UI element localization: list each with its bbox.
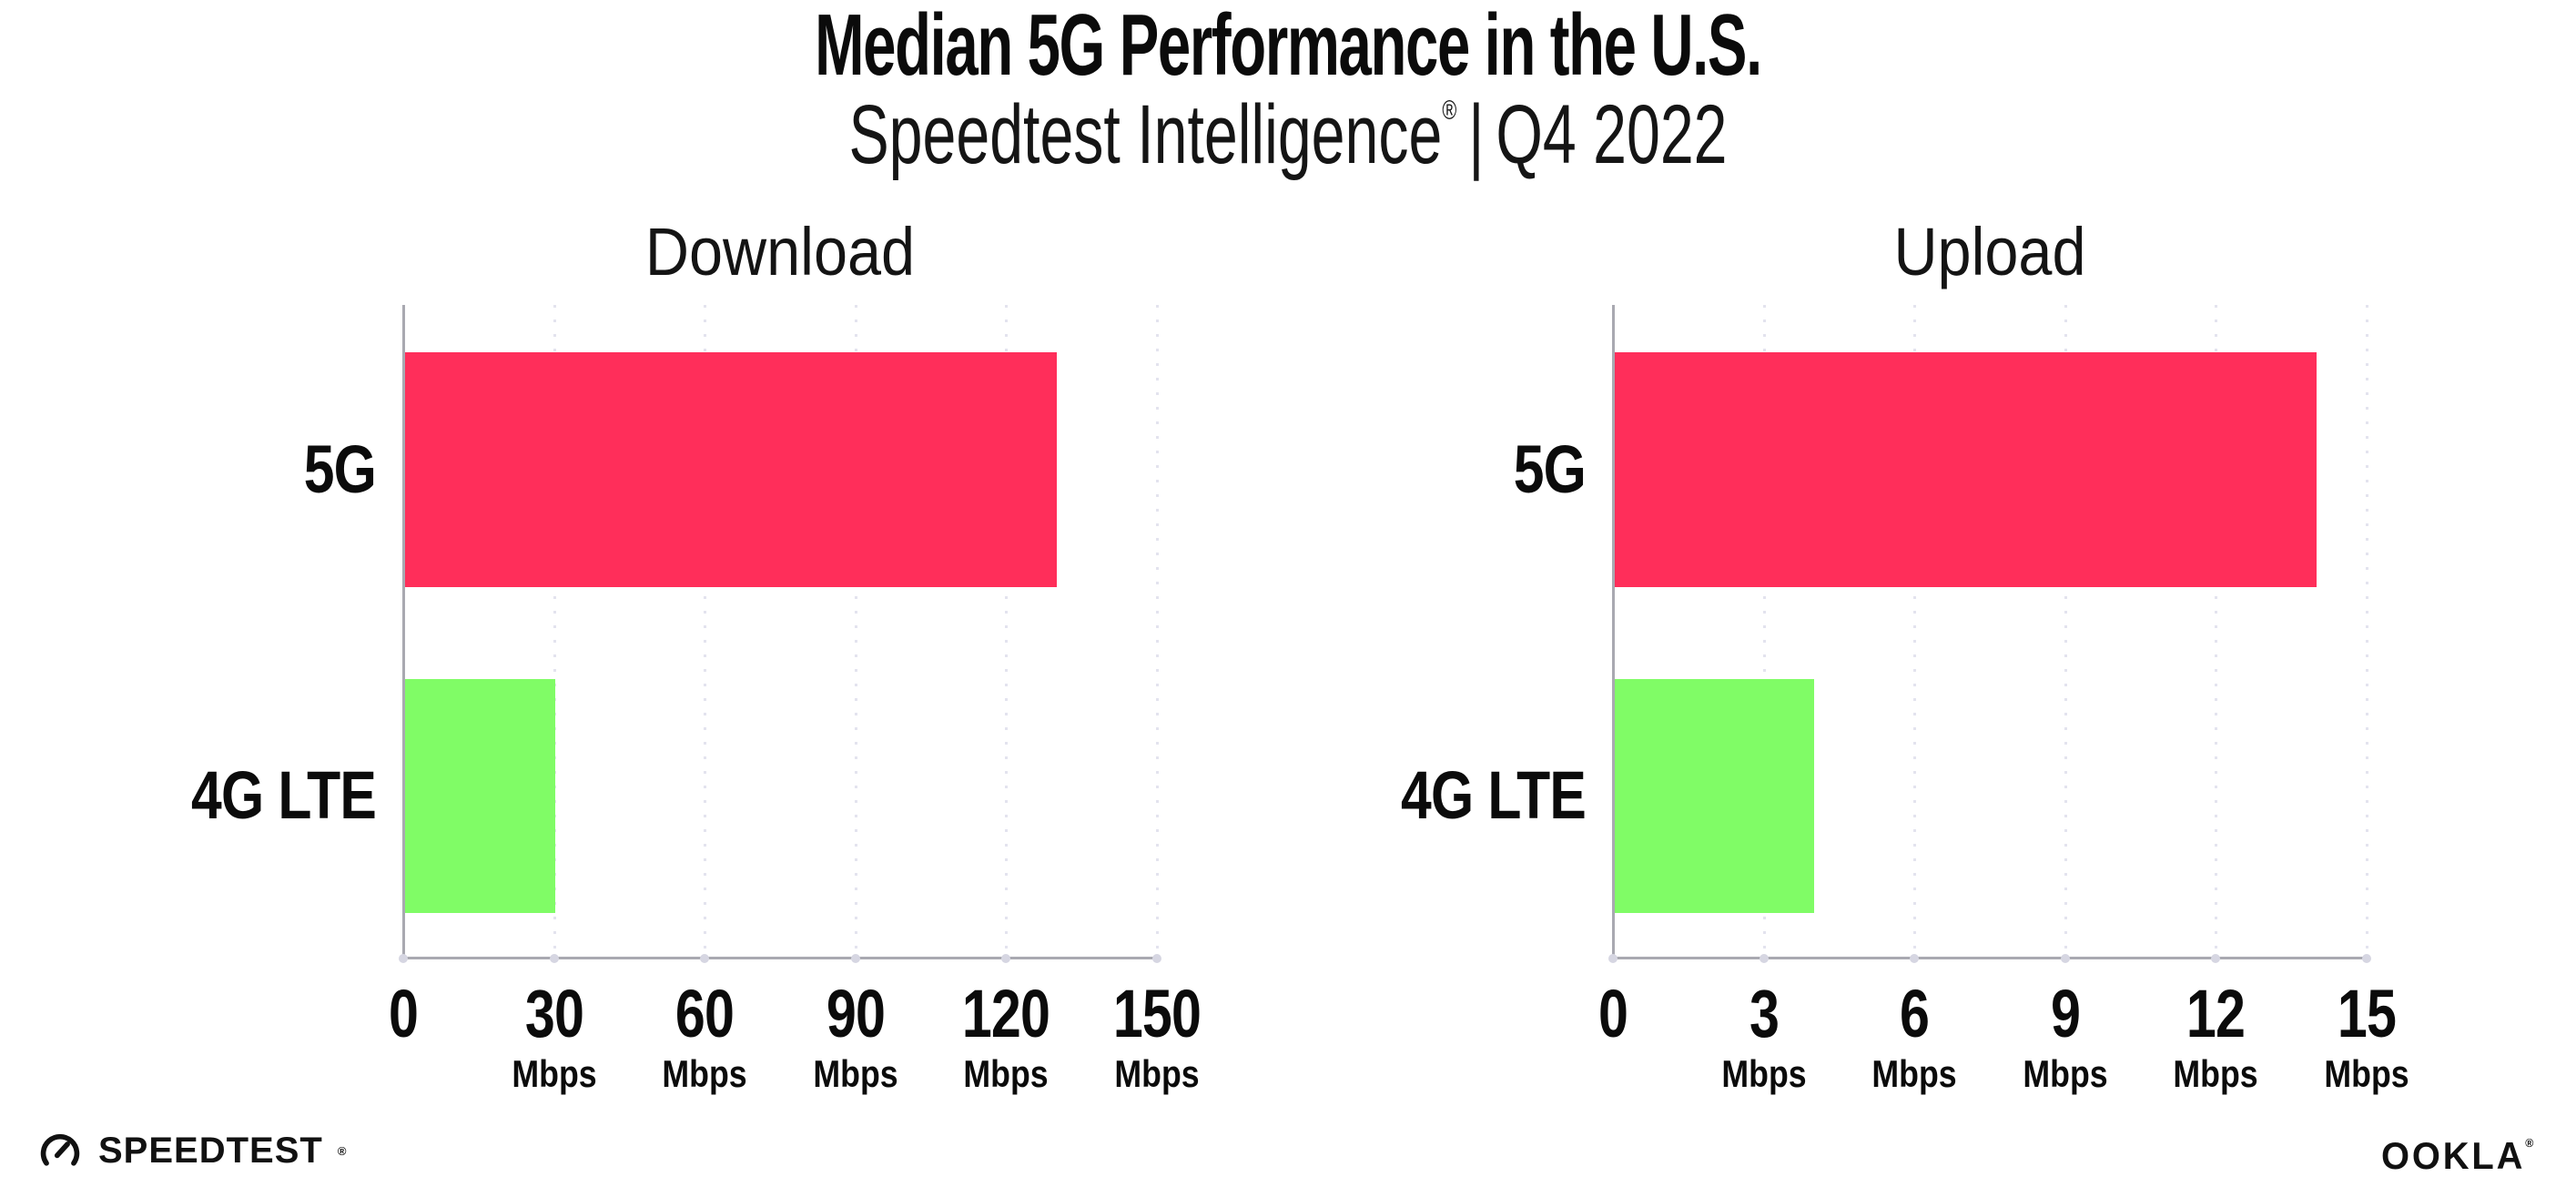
x-tick-unit: Mbps xyxy=(1114,1052,1200,1095)
registered-mark-icon: ® xyxy=(1442,96,1457,126)
registered-mark-icon: ® xyxy=(337,1143,347,1158)
y-axis xyxy=(402,305,405,959)
x-tick-value: 90 xyxy=(826,976,886,1051)
axis-tick-dot xyxy=(549,954,559,963)
axis-tick-dot xyxy=(1608,954,1618,963)
x-tick-value: 30 xyxy=(524,976,583,1051)
subtitle-period: Q4 2022 xyxy=(1496,88,1728,181)
gridline xyxy=(704,305,707,959)
axis-tick-dot xyxy=(1910,954,1920,963)
x-tick-unit: Mbps xyxy=(1720,1052,1807,1095)
gridline xyxy=(553,305,556,959)
gridline xyxy=(854,305,857,959)
x-tick-unit: Mbps xyxy=(511,1052,597,1095)
bar-4g-lte-download xyxy=(403,679,556,913)
gridline xyxy=(1156,305,1159,959)
ookla-logo: OOKLA® xyxy=(2381,1134,2536,1178)
x-tick-unit: Mbps xyxy=(2173,1052,2258,1095)
axis-tick-dot xyxy=(850,954,860,963)
download-plot-area: 0 30 Mbps 60 Mbps 90 Mbps 120 Mbps 150 M… xyxy=(389,305,1202,1093)
axis-tick-dot xyxy=(2060,954,2070,963)
axis-tick-dot xyxy=(1759,954,1769,963)
gridline xyxy=(1762,305,1766,959)
x-tick-120: 120 Mbps xyxy=(897,980,1115,1093)
bar-4g-lte-upload xyxy=(1613,679,1814,913)
speedtest-wordmark: SPEEDTEST xyxy=(98,1130,323,1171)
axis-tick-dot xyxy=(2211,954,2221,963)
x-tick-value: 0 xyxy=(388,976,419,1051)
x-tick-unit: Mbps xyxy=(662,1052,747,1095)
category-label-4g-lte-upload: 4G LTE xyxy=(1401,757,1587,833)
category-label-5g-upload: 5G xyxy=(1513,431,1587,507)
category-label-5g-download: 5G xyxy=(303,431,377,507)
gridline xyxy=(1913,305,1917,959)
x-tick-value: 15 xyxy=(2337,976,2397,1051)
ookla-wordmark: OOKLA xyxy=(2380,1134,2526,1177)
gridline xyxy=(2215,305,2218,959)
x-tick-unit: Mbps xyxy=(2023,1052,2108,1095)
x-axis xyxy=(1612,957,2368,959)
x-tick-value: 60 xyxy=(675,976,735,1051)
subtitle-separator: | xyxy=(1468,88,1485,181)
x-tick-60: 60 Mbps xyxy=(595,980,814,1093)
x-tick-value: 150 xyxy=(1112,976,1202,1051)
x-tick-0: 0 xyxy=(294,980,512,1048)
x-tick-value: 0 xyxy=(1597,976,1628,1051)
download-chart-title: Download xyxy=(644,214,916,289)
x-axis xyxy=(402,957,1158,959)
speedtest-logo: SPEEDTEST ® xyxy=(36,1127,346,1174)
axis-tick-dot xyxy=(700,954,710,963)
axis-tick-dot xyxy=(2362,954,2371,963)
x-tick-15: 15 Mbps xyxy=(2257,980,2476,1093)
x-tick-unit: Mbps xyxy=(2324,1052,2409,1095)
x-tick-value: 6 xyxy=(1900,976,1930,1051)
gridline xyxy=(1005,305,1009,959)
x-tick-unit: Mbps xyxy=(1871,1052,1957,1095)
page-subtitle: Speedtest Intelligence® | Q4 2022 xyxy=(360,91,2216,179)
x-tick-value: 9 xyxy=(2050,976,2081,1051)
x-tick-9: 9 Mbps xyxy=(1956,980,2175,1093)
category-label-4g-lte-download: 4G LTE xyxy=(191,757,377,833)
upload-chart-title: Upload xyxy=(1893,214,2086,289)
registered-mark-icon: ® xyxy=(2525,1136,2536,1150)
bar-5g-upload xyxy=(1613,352,2317,587)
gridline xyxy=(2366,305,2368,959)
x-tick-value: 3 xyxy=(1749,976,1780,1051)
bar-5g-download xyxy=(403,352,1057,587)
subtitle-brand: Speedtest Intelligence xyxy=(848,88,1443,181)
axis-tick-dot xyxy=(1152,954,1161,963)
y-axis xyxy=(1612,305,1615,959)
x-tick-3: 3 Mbps xyxy=(1655,980,1873,1093)
x-tick-unit: Mbps xyxy=(813,1052,898,1095)
page-title: Median 5G Performance in the U.S. xyxy=(815,0,1762,94)
x-tick-90: 90 Mbps xyxy=(746,980,965,1093)
upload-plot-area: 0 3 Mbps 6 Mbps 9 Mbps 12 Mbps 15 Mbps xyxy=(1598,305,2409,1093)
x-tick-150: 150 Mbps xyxy=(1048,980,1266,1093)
x-tick-value: 120 xyxy=(962,976,1050,1051)
x-tick-30: 30 Mbps xyxy=(445,980,664,1093)
x-tick-unit: Mbps xyxy=(963,1052,1049,1095)
x-tick-6: 6 Mbps xyxy=(1805,980,2023,1093)
axis-tick-dot xyxy=(1001,954,1011,963)
speedtest-gauge-icon xyxy=(36,1127,84,1174)
gridline xyxy=(2064,305,2067,959)
x-tick-12: 12 Mbps xyxy=(2106,980,2325,1093)
axis-tick-dot xyxy=(399,954,408,963)
x-tick-value: 12 xyxy=(2186,976,2246,1051)
x-tick-0: 0 xyxy=(1504,980,1722,1048)
